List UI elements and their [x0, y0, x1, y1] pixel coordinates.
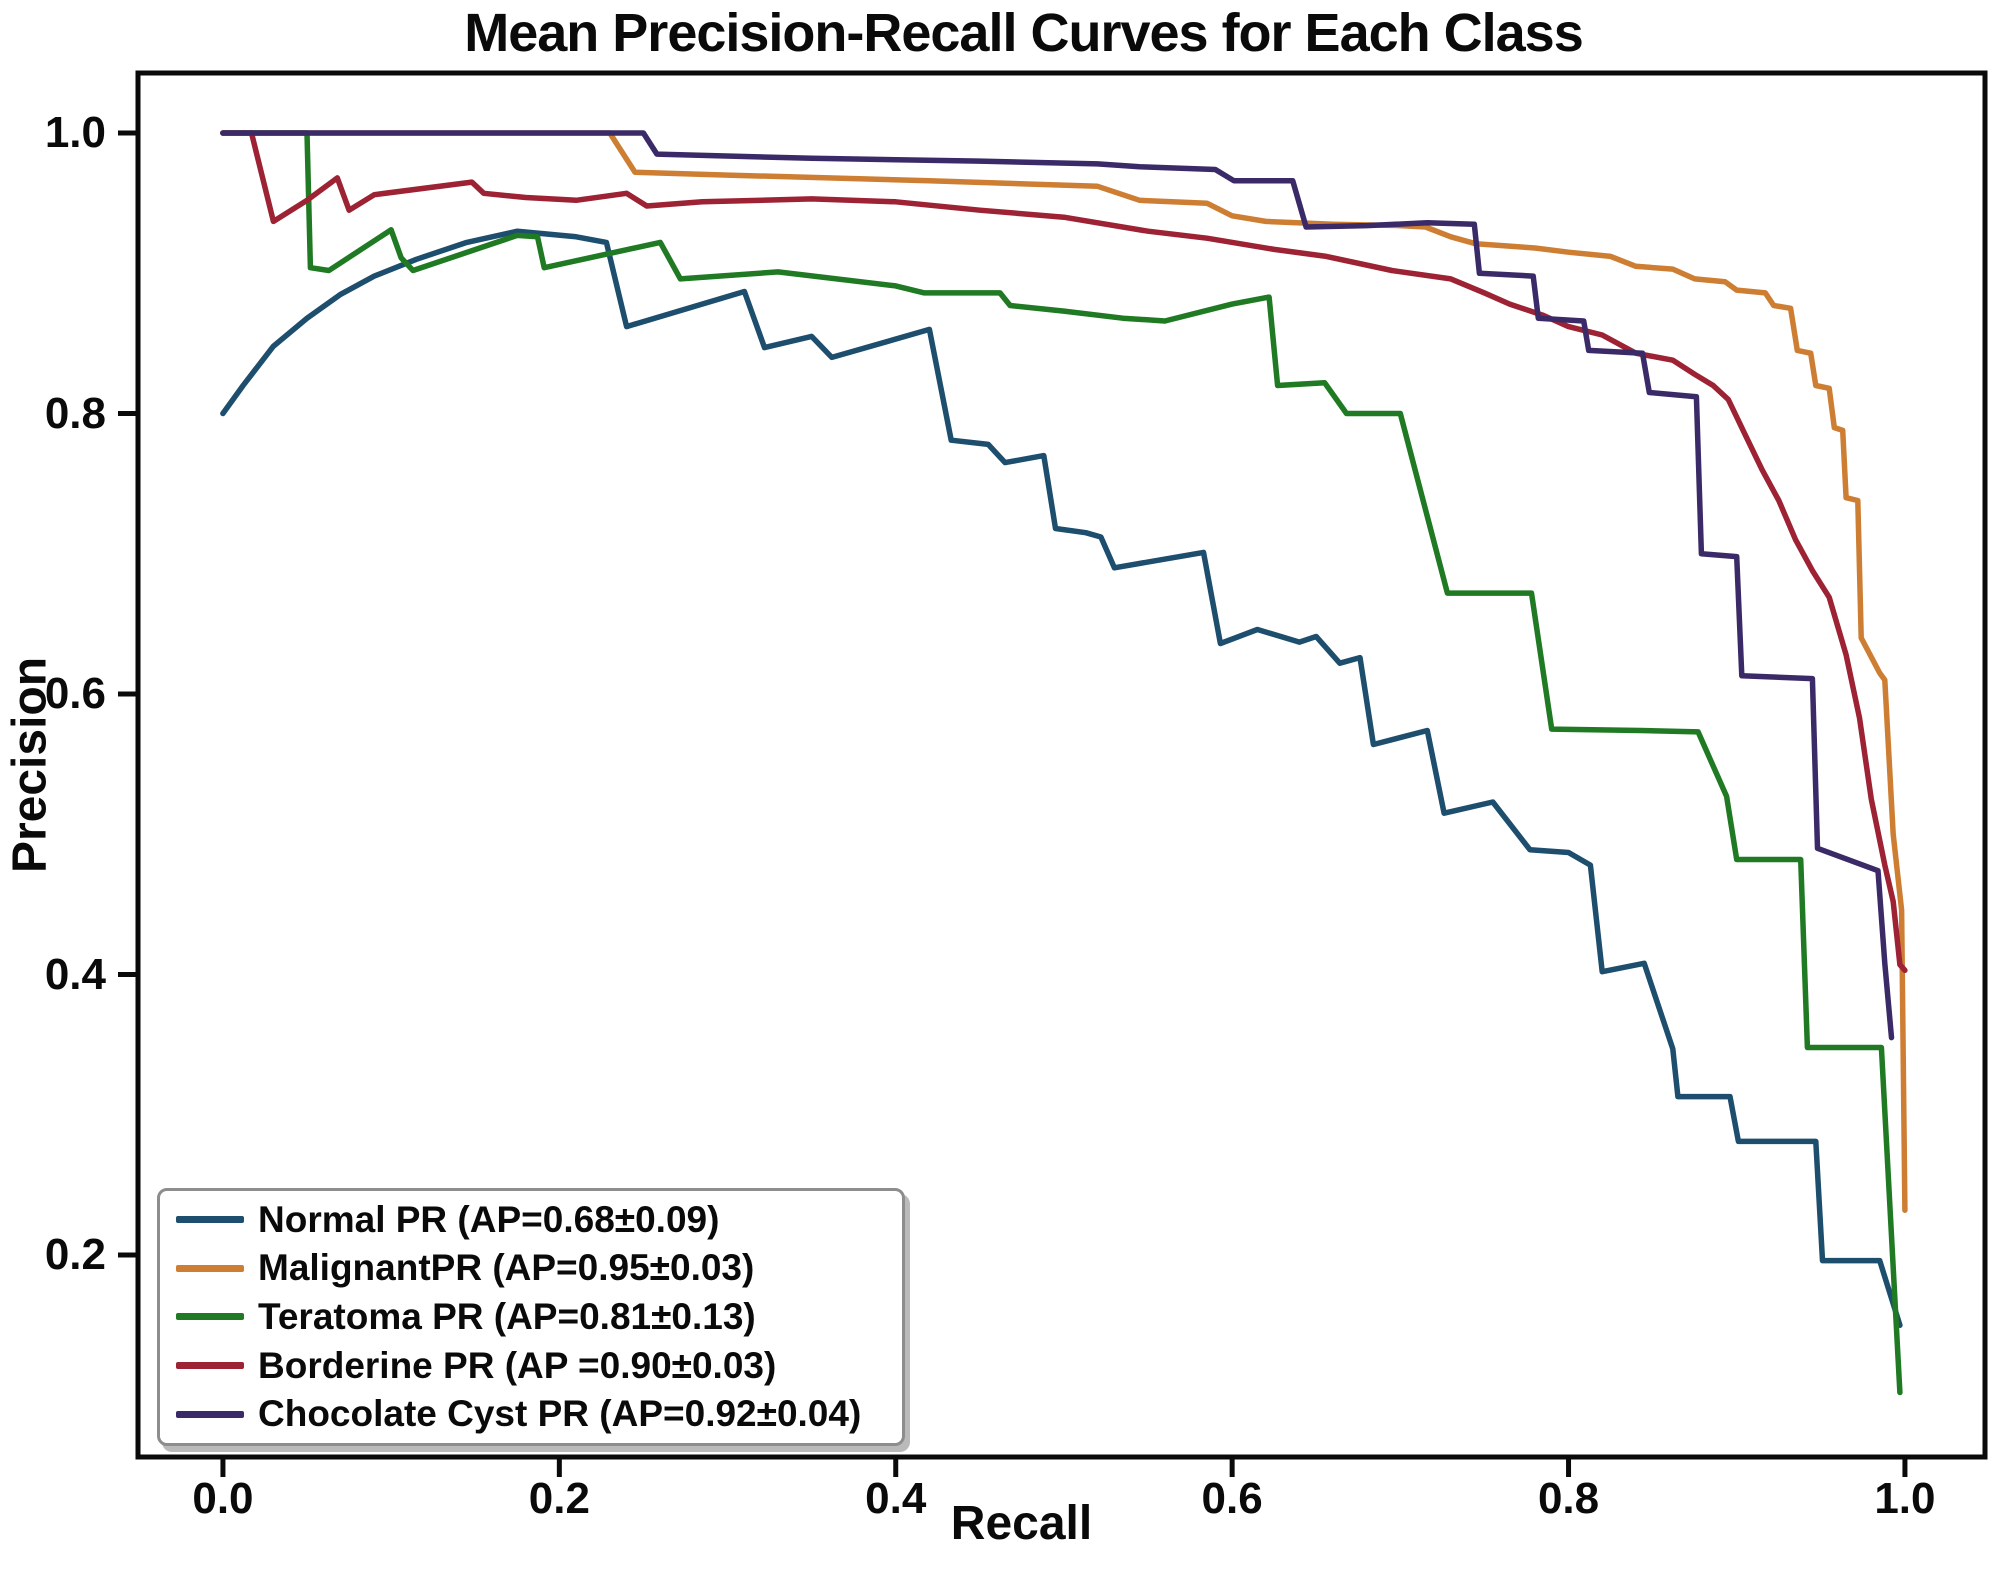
chart-title: Mean Precision-Recall Curves for Each Cl…	[464, 3, 1583, 63]
plot-border	[135, 70, 1988, 1460]
pr-curve-normal	[220, 228, 1903, 1328]
legend-label: MalignantPR (AP=0.95±0.03)	[258, 1247, 755, 1289]
y-tick-label: 0.6	[44, 669, 106, 719]
pr-curve-teratoma	[220, 130, 1903, 1396]
pr-curves	[220, 130, 1908, 1396]
legend-item: MalignantPR (AP=0.95±0.03)	[160, 1244, 902, 1292]
legend-label: Normal PR (AP=0.68±0.09)	[258, 1198, 720, 1240]
legend-item: Teratoma PR (AP=0.81±0.13)	[160, 1293, 902, 1341]
legend-swatch	[176, 1264, 244, 1272]
x-tick-label: 0.8	[1537, 1474, 1600, 1523]
y-tick-label: 0.8	[44, 388, 106, 438]
pr-curve-malignantpr	[220, 130, 1908, 1213]
legend-item: Normal PR (AP=0.68±0.09)	[160, 1196, 902, 1244]
y-tick-label: 1.0	[44, 108, 106, 158]
legend-swatch	[176, 1362, 244, 1370]
x-tick-label: 0.0	[192, 1474, 254, 1523]
x-tick-label: 0.4	[865, 1474, 927, 1523]
x-tick-label: 0.2	[528, 1474, 590, 1523]
legend-swatch	[176, 1410, 244, 1418]
legend-label: Chocolate Cyst PR (AP=0.92±0.04)	[258, 1393, 862, 1435]
legend-label: Borderine PR (AP =0.90±0.03)	[258, 1344, 777, 1386]
x-tick-label: 0.6	[1201, 1474, 1263, 1523]
x-tick-label: 1.0	[1874, 1474, 1936, 1523]
legend-box: Normal PR (AP=0.68±0.09) MalignantPR (AP=…	[157, 1188, 905, 1446]
legend-label: Teratoma PR (AP=0.81±0.13)	[258, 1295, 756, 1337]
y-axis-label: Precision	[3, 656, 57, 874]
legend-item: Borderine PR (AP =0.90±0.03)	[160, 1342, 902, 1390]
legend-swatch	[176, 1313, 244, 1321]
pr-curve-borderine	[220, 130, 1908, 974]
y-tick-label: 0.2	[44, 1230, 106, 1280]
legend-swatch	[176, 1216, 244, 1224]
legend-item: Chocolate Cyst PR (AP=0.92±0.04)	[160, 1390, 902, 1438]
x-axis-label: Recall	[950, 1497, 1093, 1550]
y-tick-label: 0.4	[44, 949, 106, 999]
pr-curve-chocolate	[220, 130, 1895, 1041]
axis-tick-marks	[118, 130, 1908, 1477]
